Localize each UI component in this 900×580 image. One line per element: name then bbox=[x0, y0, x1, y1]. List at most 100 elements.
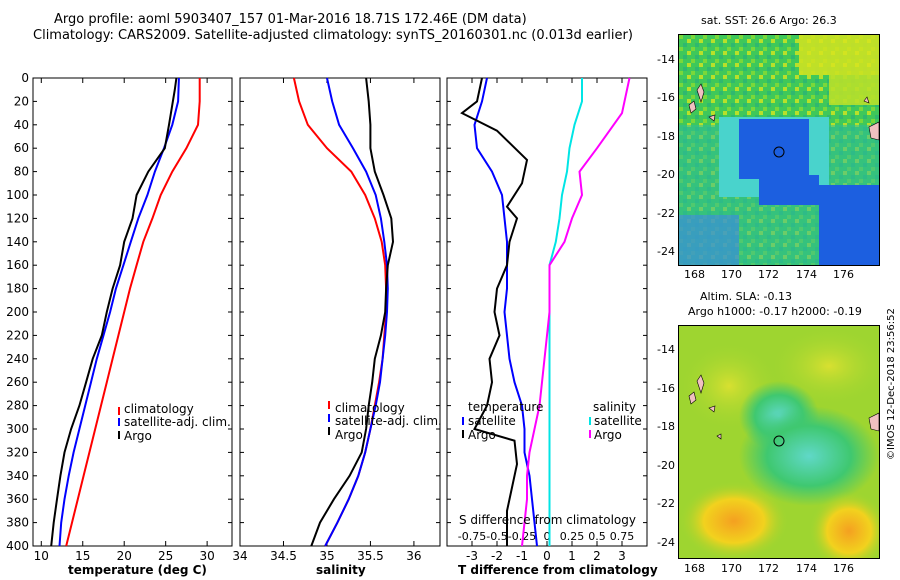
sla-lon-176: 176 bbox=[833, 562, 854, 575]
legend-satellite-adj: satellite-adj. clim. bbox=[124, 415, 231, 429]
legend-s-argo: Argo bbox=[594, 428, 622, 442]
s-tick-label: -0.25 bbox=[508, 530, 536, 543]
x-tick-label: 25 bbox=[158, 549, 173, 563]
y-tick-label: 320 bbox=[6, 445, 29, 459]
sst-lat-14: -14 bbox=[657, 53, 675, 66]
sla-lat-24: -24 bbox=[657, 536, 675, 549]
temperature-panel: 10 15 20 25 30020406080100120140160180200220… bbox=[6, 71, 233, 563]
legend-satellite-adj: satellite-adj. clim. bbox=[335, 414, 442, 428]
y-tick-label: 360 bbox=[6, 492, 29, 506]
legend-salinity: salinity bbox=[593, 400, 636, 414]
difference-panel: -3 -2 -1 0 1 2 3 -0.75 -0.5 -0.25 0 0.25 0.5 0.75 bbox=[446, 77, 648, 563]
x-tick-label: 1 bbox=[568, 549, 576, 563]
y-tick-label: 140 bbox=[6, 235, 29, 249]
sst-lon-170: 170 bbox=[721, 268, 742, 281]
sst-lat-18: -18 bbox=[657, 130, 675, 143]
sla-lat-22: -22 bbox=[657, 497, 675, 510]
y-tick-label: 60 bbox=[14, 141, 29, 155]
y-tick-label: 20 bbox=[14, 94, 29, 108]
x-tick-label: 15 bbox=[75, 549, 90, 563]
x-tick-label: -2 bbox=[491, 549, 503, 563]
sla-map-title-2: Argo h1000: -0.17 h2000: -0.19 bbox=[688, 305, 862, 318]
s-tick-label: 0.25 bbox=[560, 530, 585, 543]
s-tick-label: 0.5 bbox=[588, 530, 606, 543]
s-tick-label: -0.5 bbox=[486, 530, 507, 543]
sla-lon-170: 170 bbox=[721, 562, 742, 575]
legend-s-satellite: satellite bbox=[594, 414, 642, 428]
s-tick-label: 0 bbox=[544, 530, 551, 543]
legend-argo: Argo bbox=[124, 429, 152, 443]
sst-map-title: sat. SST: 26.6 Argo: 26.3 bbox=[701, 14, 837, 27]
figure-title-line1: Argo profile: aoml 5903407_157 01-Mar-20… bbox=[54, 12, 527, 27]
y-tick-label: 160 bbox=[6, 258, 29, 272]
y-tick-label: 200 bbox=[6, 305, 29, 319]
sst-lat-16: -16 bbox=[657, 91, 675, 104]
sla-lat-16: -16 bbox=[657, 382, 675, 395]
temperature-axis-label: temperature (deg C) bbox=[68, 563, 207, 577]
series-line bbox=[548, 78, 583, 546]
y-tick-label: 0 bbox=[21, 71, 29, 85]
sst-lat-20: -20 bbox=[657, 168, 675, 181]
y-tick-label: 120 bbox=[6, 211, 29, 225]
series-line bbox=[50, 77, 178, 547]
series-line bbox=[460, 77, 529, 546]
imos-credit: ©IMOS 12-Dec-2018 23:56:52 bbox=[886, 308, 897, 460]
x-tick-label: 3 bbox=[618, 549, 626, 563]
legend-argo: Argo bbox=[335, 428, 363, 442]
legend-temperature: temperature bbox=[468, 400, 543, 414]
sla-lat-18: -18 bbox=[657, 420, 675, 433]
x-tick-label: 36 bbox=[406, 549, 421, 563]
legend-t-satellite: satellite bbox=[468, 414, 516, 428]
sla-map bbox=[678, 325, 880, 559]
x-tick-label: -3 bbox=[466, 549, 478, 563]
sst-map-image bbox=[679, 35, 879, 265]
figure-title-line2: Climatology: CARS2009. Satellite-adjuste… bbox=[33, 28, 633, 43]
y-tick-label: 180 bbox=[6, 282, 29, 296]
x-tick-label: 34 bbox=[232, 549, 247, 563]
series-line bbox=[65, 78, 201, 547]
sla-lat-14: -14 bbox=[657, 343, 675, 356]
x-tick-label: 35.5 bbox=[357, 549, 384, 563]
x-tick-label: 10 bbox=[34, 549, 49, 563]
sla-lat-20: -20 bbox=[657, 459, 675, 472]
s-tick-label: 0.75 bbox=[610, 530, 635, 543]
s-difference-label: S difference from climatology bbox=[459, 513, 636, 527]
temperature-legend: climatology satellite-adj. clim. Argo bbox=[118, 402, 231, 443]
plot-frame bbox=[239, 77, 441, 547]
sst-map bbox=[678, 34, 880, 266]
sla-map-image bbox=[679, 326, 879, 558]
y-tick-label: 260 bbox=[6, 375, 29, 389]
x-tick-label: 2 bbox=[593, 549, 601, 563]
sla-lon-172: 172 bbox=[758, 562, 779, 575]
series-line bbox=[58, 77, 180, 547]
y-tick-label: 300 bbox=[6, 422, 29, 436]
series-line bbox=[521, 77, 631, 547]
sst-lon-172: 172 bbox=[758, 268, 779, 281]
salinity-axis-label: salinity bbox=[316, 563, 366, 577]
difference-legend: temperature satellite Argo salinity sate… bbox=[459, 400, 642, 527]
sla-lon-174: 174 bbox=[796, 562, 817, 575]
x-tick-label: -1 bbox=[516, 549, 528, 563]
sst-lon-168: 168 bbox=[684, 268, 705, 281]
y-tick-label: 340 bbox=[6, 469, 29, 483]
y-tick-label: 80 bbox=[14, 165, 29, 179]
t-difference-axis-label: T difference from climatology bbox=[458, 563, 658, 577]
sst-lat-24: -24 bbox=[657, 245, 675, 258]
plot-frame bbox=[32, 77, 233, 547]
x-tick-label: 34.5 bbox=[270, 549, 297, 563]
sst-lat-22: -22 bbox=[657, 207, 675, 220]
sla-lon-168: 168 bbox=[684, 562, 705, 575]
salinity-legend: climatology satellite-adj. clim. Argo bbox=[328, 401, 442, 442]
x-tick-label: 35 bbox=[319, 549, 334, 563]
y-tick-label: 380 bbox=[6, 516, 29, 530]
y-tick-label: 400 bbox=[6, 539, 29, 553]
series-line bbox=[292, 77, 388, 547]
legend-t-argo: Argo bbox=[468, 428, 496, 442]
y-tick-label: 100 bbox=[6, 188, 29, 202]
legend-climatology: climatology bbox=[124, 402, 194, 416]
salinity-panel: 34 34.5 35 35.5 36 bbox=[232, 77, 441, 563]
y-tick-label: 280 bbox=[6, 399, 29, 413]
x-tick-label: 30 bbox=[199, 549, 214, 563]
series-line bbox=[310, 77, 395, 547]
y-tick-label: 220 bbox=[6, 328, 29, 342]
